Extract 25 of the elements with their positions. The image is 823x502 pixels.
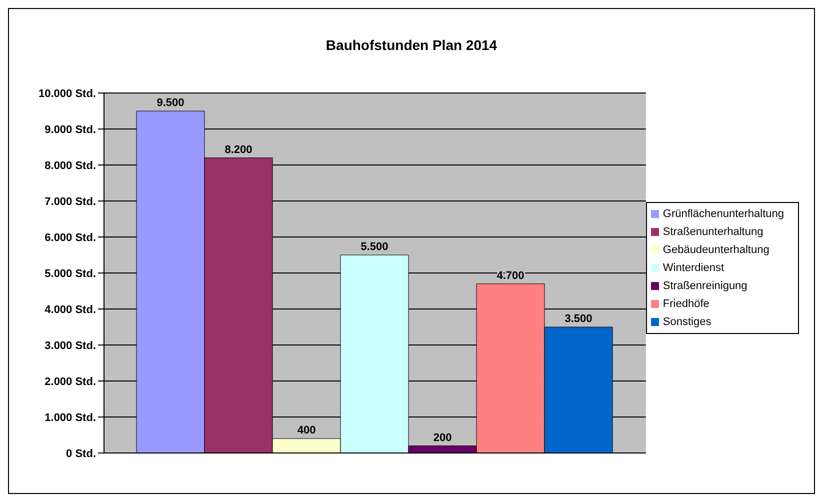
legend-label: Friedhöfe bbox=[662, 298, 710, 310]
legend-label: Gebäudeunterhaltung bbox=[662, 244, 770, 256]
y-tick-label: 6.000 Std. bbox=[44, 232, 96, 244]
data-label: 200 bbox=[433, 432, 452, 444]
legend-label: Grünflächenunterhaltung bbox=[662, 208, 784, 220]
data-label: 400 bbox=[297, 424, 316, 437]
legend-label: Winterdienst bbox=[662, 262, 724, 274]
y-tick-label: 9.000 Std. bbox=[44, 124, 96, 136]
y-tick-label: 7.000 Std. bbox=[44, 196, 96, 208]
chart-title: Bauhofstunden Plan 2014 bbox=[324, 37, 498, 53]
data-label: 9.500 bbox=[156, 97, 184, 109]
y-tick-label: 10.000 Std. bbox=[38, 88, 96, 100]
y-tick-label: 3.000 Std. bbox=[44, 340, 96, 352]
y-tick-label: 4.000 Std. bbox=[44, 304, 96, 316]
y-tick-label: 8.000 Std. bbox=[44, 160, 96, 172]
y-tick-label: 1.000 Std. bbox=[44, 412, 96, 424]
legend-label: Straßenunterhaltung bbox=[662, 226, 764, 238]
data-label: 5.500 bbox=[360, 241, 388, 253]
legend-label: Sonstiges bbox=[662, 316, 712, 328]
legend-label: Straßenreinigung bbox=[662, 280, 748, 292]
data-label: 3.500 bbox=[564, 313, 592, 325]
data-label: 8.200 bbox=[224, 144, 252, 156]
y-tick-label: 5.000 Std. bbox=[44, 268, 96, 280]
y-tick-label: 2.000 Std. bbox=[44, 376, 96, 388]
y-tick-label: 0 Std. bbox=[66, 448, 96, 460]
